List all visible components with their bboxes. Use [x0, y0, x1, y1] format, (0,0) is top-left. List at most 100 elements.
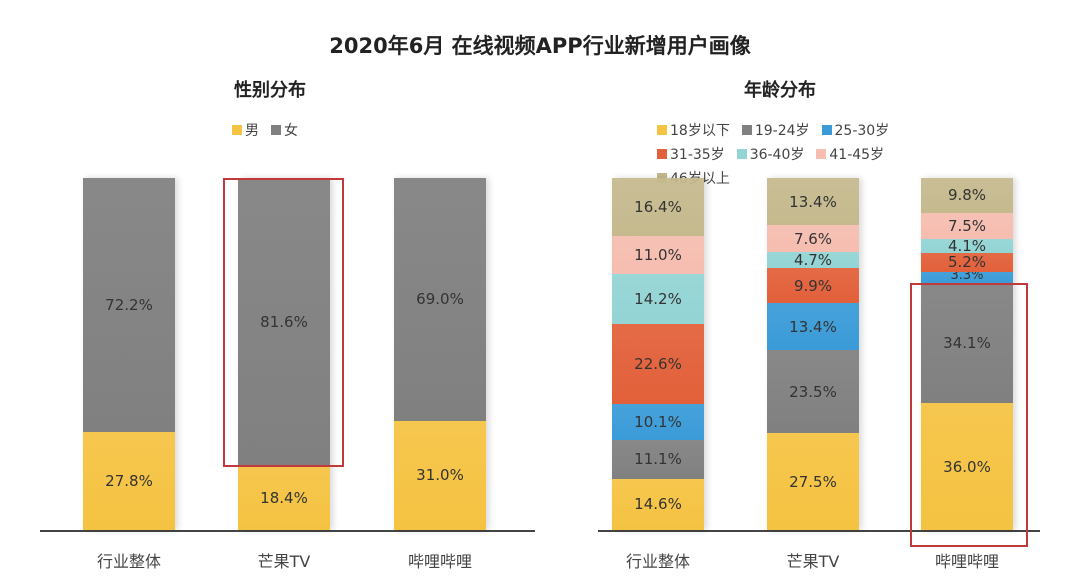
- bar-segment: 22.6%: [612, 324, 704, 404]
- data-label: 11.0%: [634, 246, 682, 265]
- bar-segment: 9.9%: [767, 268, 859, 304]
- legend-label: 25-30岁: [834, 123, 890, 139]
- legend-item: 25-30岁: [821, 120, 890, 140]
- main-title: 2020年6月 在线视频APP行业新增用户画像: [329, 34, 751, 58]
- data-label: 7.5%: [947, 216, 987, 235]
- data-label: 7.6%: [793, 229, 833, 248]
- bar-segment: 11.0%: [612, 235, 704, 275]
- bar-segment: 7.5%: [921, 212, 1013, 239]
- gender-chart: 性别分布 男女 27.8% 72.2% 行业整体 18.4% 81.6% 芒果TV 31.0…: [40, 80, 535, 571]
- x-axis-line: [598, 530, 1040, 532]
- stacked-bar: 36.0% 34.1% 3.3% 5.2% 4.1% 7.5% 9.8%: [921, 178, 1013, 530]
- legend-label: 男: [245, 123, 259, 139]
- bar-segment: 23.5%: [767, 350, 859, 434]
- data-label: 13.4%: [789, 192, 837, 211]
- category-label: 行业整体: [625, 552, 690, 571]
- data-label: 23.5%: [789, 382, 837, 401]
- stacked-bar: 18.4% 81.6%: [238, 178, 330, 530]
- bar-segment: 14.6%: [612, 478, 704, 530]
- age-chart-title: 年龄分布: [744, 80, 816, 101]
- data-label: 9.9%: [793, 276, 833, 295]
- legend-label: 19-24岁: [754, 123, 810, 139]
- legend-swatch: [657, 125, 667, 135]
- data-label: 81.6%: [260, 312, 308, 331]
- bar-segment: 10.1%: [612, 404, 704, 440]
- data-label: 36.0%: [943, 457, 991, 476]
- bar-segment: 31.0%: [394, 420, 486, 530]
- data-label: 3.3%: [950, 267, 984, 283]
- data-label: 4.7%: [793, 251, 833, 270]
- legend-swatch: [657, 149, 667, 159]
- legend-swatch: [657, 173, 667, 183]
- legend-item: 19-24岁: [741, 120, 810, 140]
- category-label: 芒果TV: [257, 552, 311, 571]
- bar-segment: 27.8%: [83, 432, 175, 530]
- bar-segment: 4.1%: [921, 237, 1013, 256]
- legend-swatch: [736, 149, 747, 159]
- legend-swatch: [741, 125, 752, 135]
- x-axis-line: [40, 530, 535, 532]
- legend-item: 18岁以下: [657, 120, 730, 140]
- bar-segment: 5.2%: [921, 253, 1013, 272]
- category-label: 哔哩哔哩: [934, 552, 999, 571]
- data-label: 4.1%: [947, 237, 987, 256]
- legend-label: 女: [284, 123, 298, 139]
- legend-item: 36-40岁: [736, 144, 805, 164]
- bar-segment: 13.4%: [767, 178, 859, 226]
- legend-label: 31-35岁: [670, 147, 725, 163]
- bar-segment: 69.0%: [394, 178, 486, 421]
- bar-segment: 36.0%: [921, 403, 1013, 530]
- data-label: 14.2%: [634, 290, 682, 309]
- data-label: 14.6%: [634, 495, 682, 514]
- bar-segment: 16.4%: [612, 178, 704, 236]
- category-label: 哔哩哔哩: [407, 552, 472, 571]
- data-label: 31.0%: [416, 466, 464, 485]
- highlight-box: [223, 178, 344, 467]
- stacked-bar: 27.8% 72.2%: [83, 178, 175, 530]
- bar-segment: 18.4%: [238, 465, 330, 530]
- legend-item: 女: [271, 120, 298, 140]
- bar-segment: 11.1%: [612, 439, 704, 479]
- legend-item: 31-35岁: [657, 144, 725, 164]
- legend-label: 36-40岁: [749, 147, 805, 163]
- legend-item: 41-45岁: [816, 144, 884, 164]
- data-label: 27.5%: [789, 472, 837, 491]
- bar-segment: 27.5%: [767, 433, 859, 530]
- legend-swatch: [821, 125, 832, 135]
- gender-chart-title: 性别分布: [234, 80, 306, 101]
- data-label: 18.4%: [260, 488, 308, 507]
- data-label: 22.6%: [634, 355, 682, 374]
- data-label: 5.2%: [947, 253, 987, 272]
- data-label: 34.1%: [943, 334, 991, 353]
- category-label: 行业整体: [96, 552, 161, 571]
- bar-segment: 34.1%: [921, 283, 1013, 404]
- data-label: 13.4%: [789, 317, 837, 336]
- legend-swatch: [232, 125, 242, 135]
- bar-segment: 72.2%: [83, 178, 175, 433]
- stacked-bar: 31.0% 69.0%: [394, 178, 486, 530]
- bar-segment: 14.2%: [612, 274, 704, 325]
- data-label: 16.4%: [634, 197, 682, 216]
- bar-segment: 4.7%: [767, 251, 859, 270]
- bar-segment: 13.4%: [767, 303, 859, 351]
- bar-segment: 3.3%: [921, 268, 1013, 284]
- legend-label: 18岁以下: [670, 123, 730, 139]
- data-label: 69.0%: [416, 290, 464, 309]
- legend-item: 男: [232, 120, 259, 140]
- gender-legend: 男女: [232, 120, 432, 140]
- legend-label: 41-45岁: [829, 147, 885, 163]
- bar-segment: 7.6%: [767, 225, 859, 252]
- data-label: 72.2%: [105, 296, 153, 315]
- bar-segment: 81.6%: [238, 178, 330, 466]
- data-label: 11.1%: [634, 450, 682, 469]
- bar-segment: 9.8%: [921, 178, 1013, 213]
- legend-swatch: [816, 149, 827, 159]
- data-label: 27.8%: [105, 472, 153, 491]
- legend-swatch: [271, 125, 281, 135]
- data-label: 10.1%: [634, 412, 682, 431]
- stacked-bar: 14.6% 11.1% 10.1% 22.6% 14.2% 11.0% 16.4%: [612, 178, 704, 530]
- highlight-box: [910, 283, 1028, 547]
- stacked-bar: 27.5% 23.5% 13.4% 9.9% 4.7% 7.6% 13.4%: [767, 178, 859, 530]
- data-label: 9.8%: [947, 186, 987, 205]
